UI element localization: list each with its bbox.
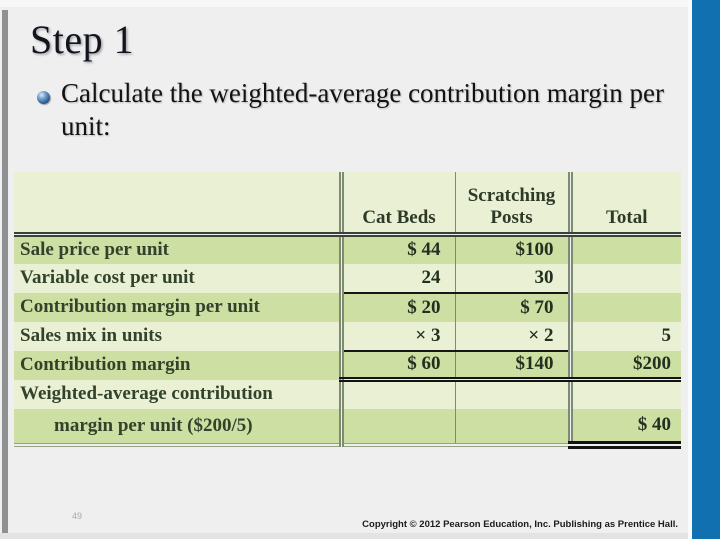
row-label: Contribution margin per unit	[20, 296, 260, 317]
table-row: Variable cost per unit 24 30	[14, 263, 681, 294]
cell-cat-beds	[338, 408, 455, 447]
blue-accent-bar	[692, 0, 720, 539]
cell-total: 5	[567, 321, 681, 351]
cell-total: $ 40	[567, 408, 681, 449]
table-row: Sale price per unit $ 44 $100	[14, 234, 681, 264]
row-label: Sale price per unit	[20, 239, 170, 261]
cell-total	[567, 379, 681, 409]
cell-scratching-posts: 30	[454, 263, 570, 294]
header-blank	[14, 172, 341, 237]
cell-cat-beds: 24	[338, 263, 455, 294]
row-label: margin per unit ($200/5)	[14, 408, 341, 447]
slide-top-edge	[0, 0, 720, 7]
slide-bottom-edge	[0, 533, 692, 539]
cell-cat-beds: × 3	[338, 321, 455, 352]
cell-total: $200	[567, 350, 681, 382]
bullet-icon	[37, 91, 50, 104]
header-cat-beds: Cat Beds	[338, 172, 455, 237]
cell-total	[567, 263, 681, 293]
cell-scratching-posts	[454, 408, 570, 447]
table-row: Contribution margin per unit $ 20 $ 70	[14, 292, 681, 322]
slide-title: Step 1	[30, 17, 135, 62]
row-label: Sales mix in units	[20, 325, 163, 346]
cell-scratching-posts: $ 70	[454, 292, 570, 322]
table-row: Sales mix in units × 3 × 2 5	[14, 321, 681, 352]
cell-total	[567, 292, 681, 322]
cell-scratching-posts	[454, 379, 570, 409]
cell-scratching-posts: $100	[454, 234, 570, 264]
header-total: Total	[567, 172, 681, 237]
bullet-text: Calculate the weighted-average contribut…	[61, 78, 665, 141]
header-scratching-posts: Scratching Posts	[454, 172, 570, 237]
table-header-row: Cat Beds Scratching Posts Total	[14, 172, 681, 237]
row-label: Variable cost per unit	[20, 267, 195, 288]
cell-scratching-posts: × 2	[454, 321, 570, 352]
contribution-margin-table: Cat Beds Scratching Posts Total Sale pri…	[14, 172, 681, 449]
table-row: Contribution margin $ 60 $140 $200	[14, 350, 681, 382]
cell-cat-beds: $ 60	[338, 350, 455, 382]
cell-cat-beds	[338, 379, 455, 409]
table-row: Weighted-average contribution	[14, 379, 681, 409]
copyright-text: Copyright © 2012 Pearson Education, Inc.…	[362, 519, 678, 530]
slide-left-shadow	[2, 10, 8, 539]
cell-scratching-posts: $140	[454, 350, 570, 382]
cell-cat-beds: $ 44	[338, 234, 455, 264]
cell-total	[567, 234, 681, 264]
cell-cat-beds: $ 20	[338, 292, 455, 322]
row-label: Weighted-average contribution	[20, 383, 273, 404]
slide-right-gap	[688, 0, 692, 539]
row-label: Contribution margin	[20, 354, 191, 375]
table-row: margin per unit ($200/5) $ 40	[14, 408, 681, 449]
page-number: 49	[72, 511, 83, 521]
